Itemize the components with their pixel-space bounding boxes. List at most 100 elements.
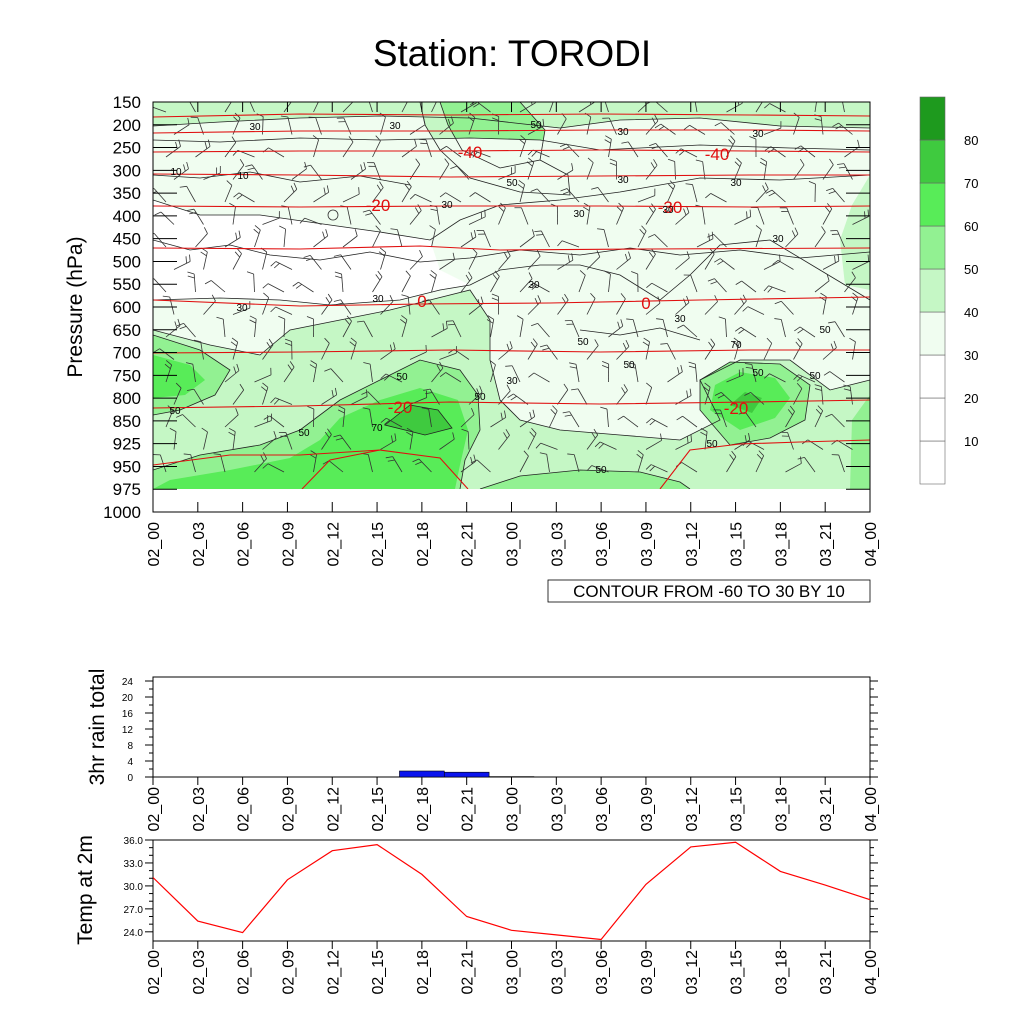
wind-barb-shaft: [675, 441, 692, 450]
x-tick-label: 03_18: [773, 787, 790, 832]
rh-labels: 30 30 50 30 30 10 10 50 30 30 30 30 30 3…: [170, 120, 831, 403]
wind-barb-flag: [165, 360, 172, 366]
wind-barb-shaft: [769, 373, 786, 383]
wind-barb-shaft: [704, 301, 718, 315]
wind-barb-flag: [472, 151, 478, 158]
wind-barb-shaft: [616, 257, 631, 270]
wind-barb-shaft: [313, 235, 328, 248]
wind-barb-flag: [185, 362, 193, 365]
wind-barb-flag: [764, 103, 770, 109]
wind-barb-shaft: [832, 188, 845, 203]
wind-barb-shaft: [726, 102, 743, 113]
wind-barb-shaft: [519, 139, 527, 158]
wind-barb-flag: [717, 394, 725, 399]
x-tick-label: 03_21: [818, 787, 835, 832]
wind-barb-shaft: [681, 462, 698, 473]
wind-barb-flag: [375, 225, 381, 232]
wind-barb-shaft: [852, 341, 856, 360]
rh-label: 50: [595, 465, 607, 476]
wind-barb-shaft: [844, 277, 856, 293]
wind-barb-flag: [676, 415, 683, 421]
wind-barb-shaft: [275, 306, 293, 315]
x-tick-label: 02_03: [191, 522, 208, 567]
wind-barb-shaft: [342, 235, 358, 248]
wind-barb-flag: [358, 187, 360, 195]
wind-barb-flag: [447, 323, 455, 326]
wind-barb-flag: [834, 255, 836, 263]
wind-barb-flag: [309, 454, 317, 459]
wind-barb-flag: [414, 207, 420, 214]
wind-barb-shaft: [380, 117, 386, 135]
wind-barb-shaft: [814, 232, 826, 248]
wind-barb-shaft: [645, 209, 656, 225]
wind-barb-flag: [808, 180, 816, 185]
contour-info: CONTOUR FROM -60 TO 30 BY 10: [573, 582, 845, 601]
wind-barb-flag: [231, 337, 238, 343]
wind-barb-shaft: [780, 319, 786, 338]
wind-barb-flag: [617, 321, 621, 329]
wind-barb-flag: [667, 158, 675, 162]
wind-barb-shaft: [755, 188, 769, 203]
wind-barb-flag: [415, 158, 421, 165]
wind-barb-flag: [270, 261, 277, 267]
wind-barb-shaft: [755, 229, 762, 248]
wind-barb-flag: [571, 388, 579, 391]
wind-barb-flag: [346, 315, 352, 322]
wind-barb-flag: [688, 361, 696, 365]
wind-barb-shaft: [519, 455, 529, 473]
wind-barb-flag: [621, 141, 629, 144]
wind-barb-shaft: [190, 454, 196, 473]
wind-barb-shaft: [372, 230, 381, 248]
wind-barb-shaft: [401, 319, 408, 338]
rh-label: 30: [662, 205, 674, 216]
wind-barb-flag: [406, 180, 412, 187]
wind-barb-flag: [326, 185, 330, 193]
wind-barb-shaft: [313, 454, 318, 473]
wind-barb-flag: [334, 387, 338, 395]
wind-barb-flag: [532, 229, 535, 237]
wind-barb-flag: [310, 360, 317, 365]
y-tick-label: 150: [113, 93, 141, 112]
x-tick-label: 03_18: [773, 522, 790, 567]
wind-barb-flag: [187, 208, 195, 211]
x-tick-label: 03_18: [773, 950, 790, 995]
wind-barb-flag: [280, 115, 288, 118]
time-axis: 02_00 02_03 02_06 02_09 02_12 02_15 02_18 02_21…: [146, 102, 880, 567]
wind-barb-flag: [510, 395, 517, 401]
wind-barb-flag: [589, 102, 592, 105]
wind-barb-shaft: [785, 463, 802, 473]
wind-barb-flag: [380, 417, 387, 423]
wind-barb-shaft: [232, 431, 236, 450]
wind-barb-flag: [506, 384, 511, 392]
colorbar-box: [919, 268, 946, 313]
rh-label: 30: [236, 303, 248, 314]
wind-barb-flag: [643, 337, 650, 343]
wind-barb-flag: [338, 409, 345, 414]
wind-barb-shaft: [814, 102, 817, 113]
wind-barb-flag: [273, 262, 280, 269]
wind-barb-flag: [254, 225, 261, 231]
rh-label: 70: [371, 423, 383, 434]
wind-barb-shaft: [720, 122, 735, 135]
wind-barb-flag: [815, 408, 822, 415]
wind-barb-flag: [728, 139, 734, 145]
wind-barb-flag: [631, 271, 638, 275]
wind-barb-shaft: [745, 412, 757, 428]
wind-barb-flag: [823, 371, 831, 376]
wind-barb-flag: [505, 365, 513, 367]
wind-barb-flag: [519, 138, 525, 145]
wind-barb-flag: [270, 397, 276, 404]
wind-barb-flag: [187, 275, 195, 279]
wind-barb-shaft: [651, 282, 668, 293]
wind-barb-flag: [287, 364, 293, 371]
wind-barb-flag: [683, 208, 687, 216]
wind-barb-flag: [226, 180, 233, 186]
wind-barb-flag: [365, 212, 373, 216]
wind-barb-shaft: [490, 276, 500, 293]
wind-barb-flag: [312, 135, 319, 141]
wind-barb-flag: [647, 102, 652, 104]
wind-barb-shaft: [519, 416, 535, 428]
wind-barb-flag: [686, 251, 690, 259]
wind-barb-flag: [335, 437, 343, 441]
